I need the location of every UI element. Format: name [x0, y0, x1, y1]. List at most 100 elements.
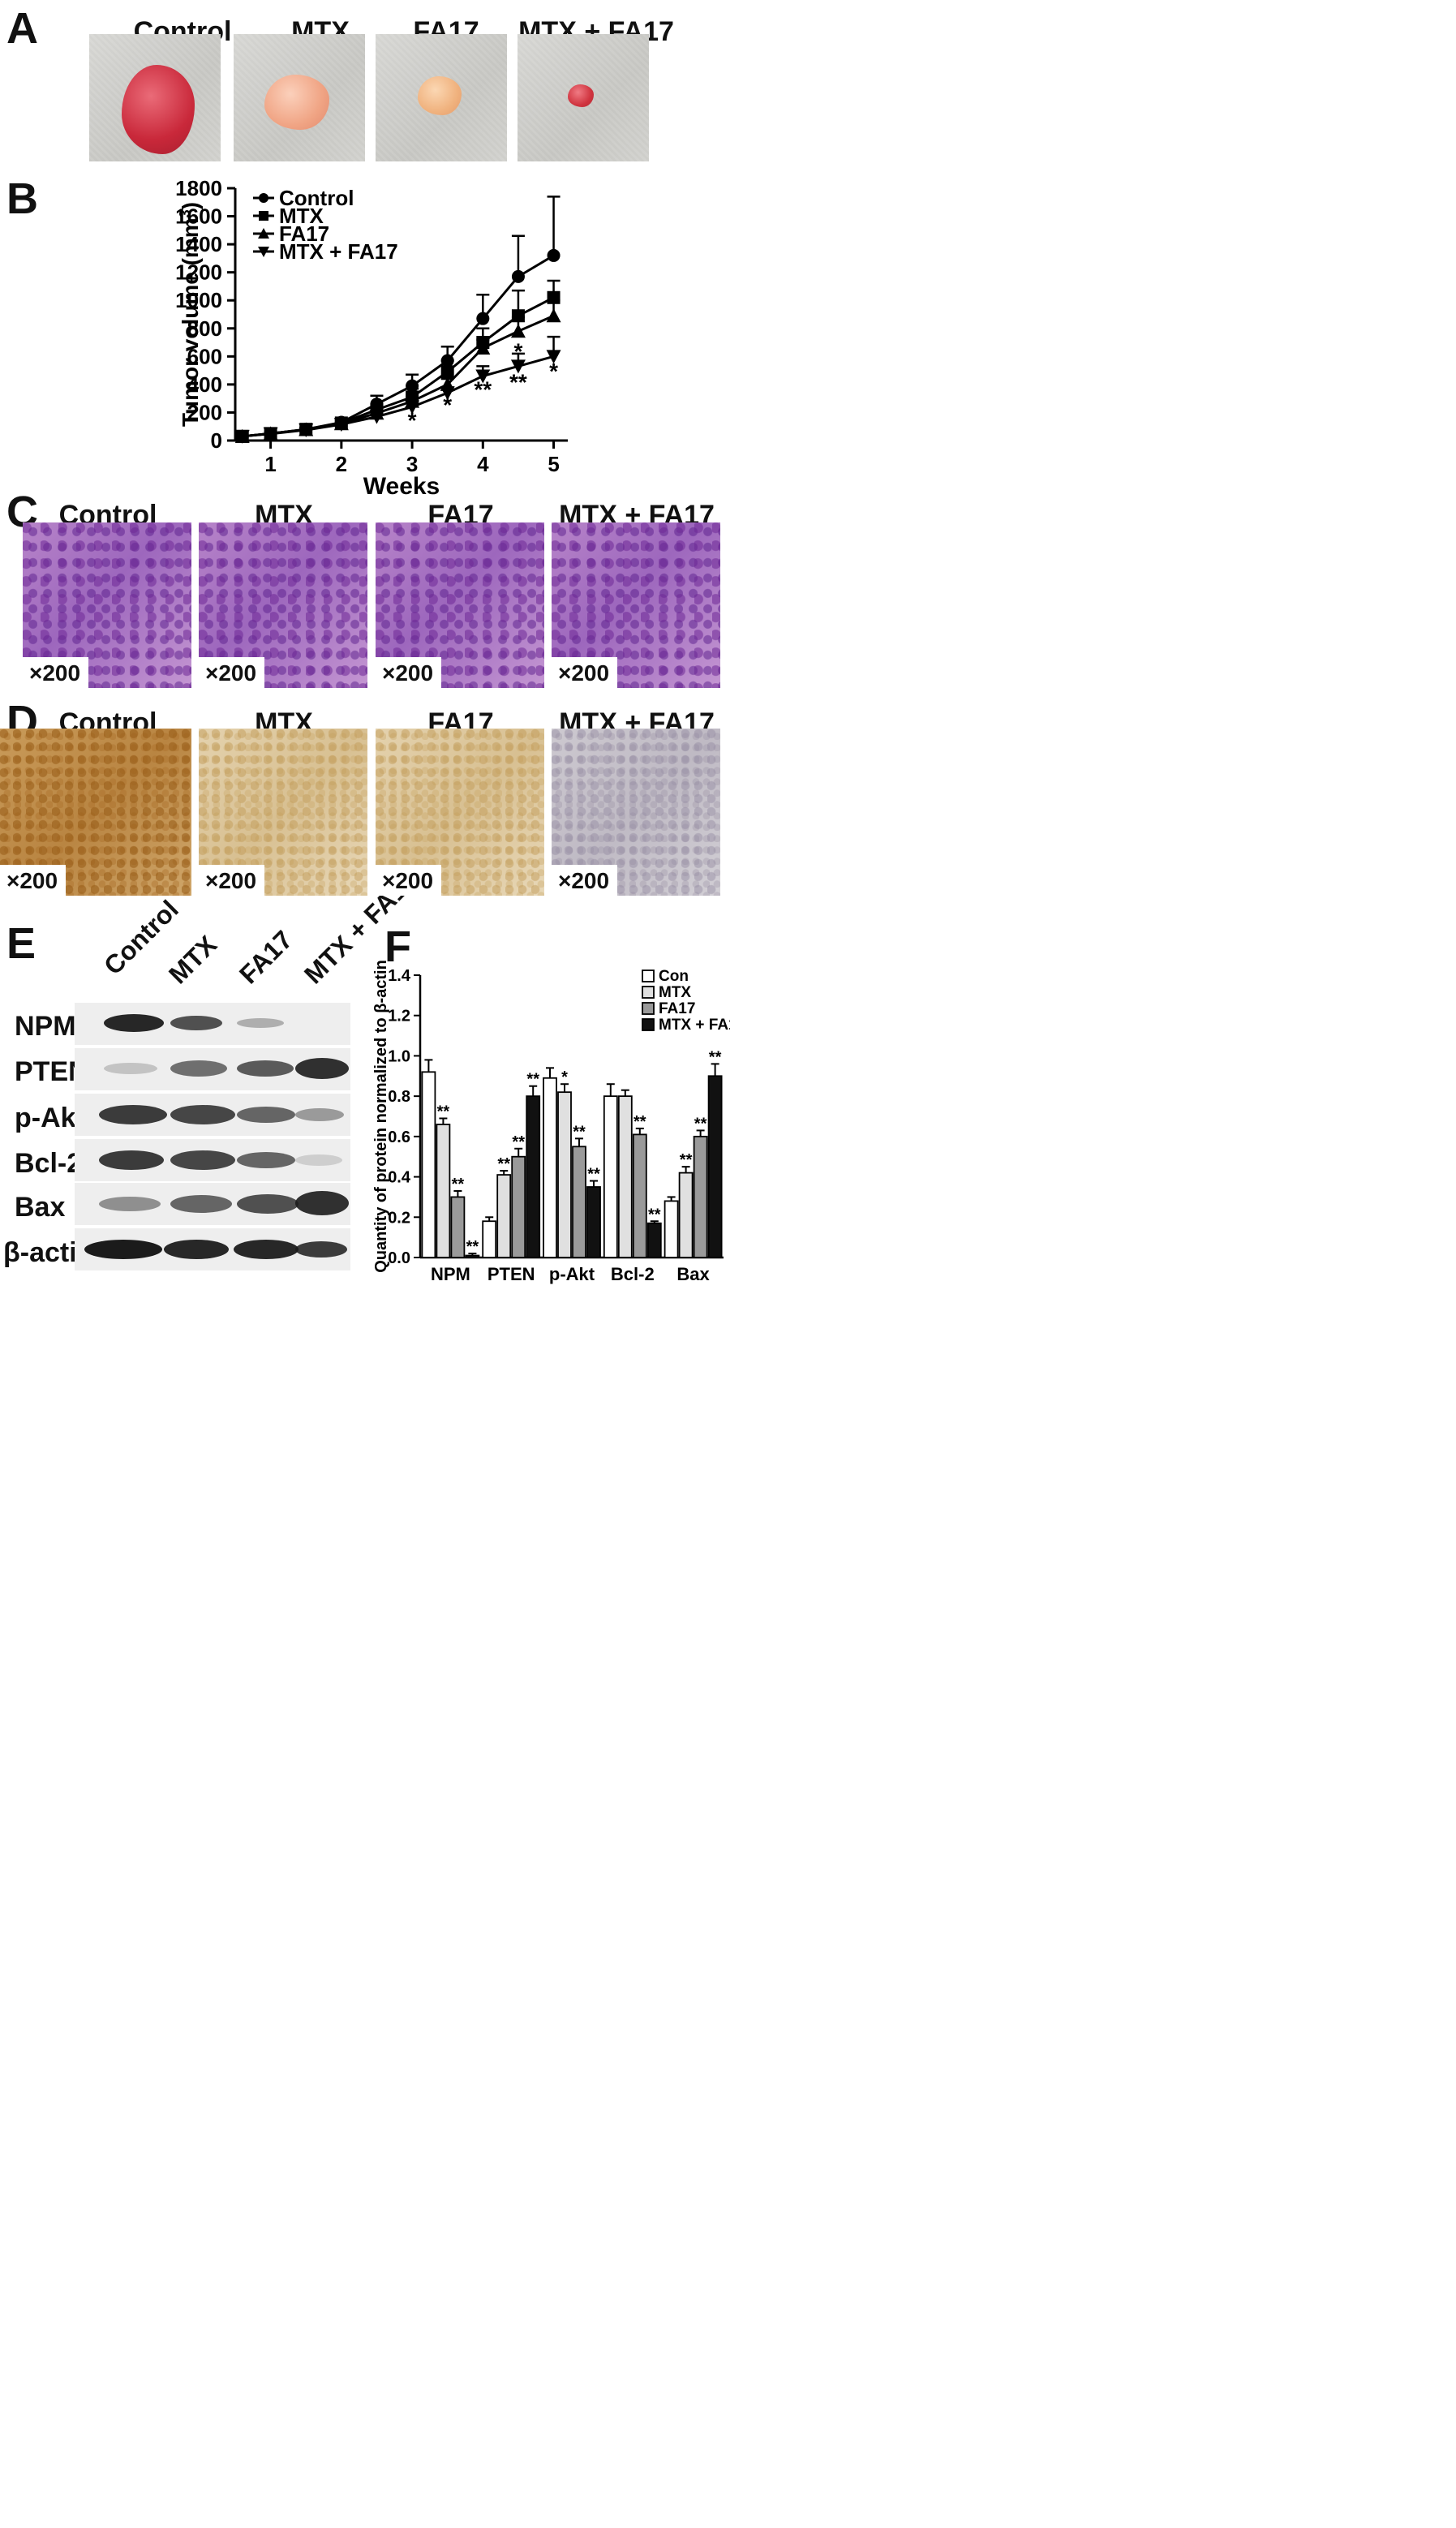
bar-mtx — [557, 1091, 572, 1258]
ihc-image-fa17: ×200 — [376, 729, 544, 896]
significance-marker: * — [513, 339, 522, 364]
legend-swatch-mtx — [642, 986, 655, 999]
band-bax-fa17 — [237, 1194, 299, 1214]
y-axis-title: Quantity of protein normalized to β-acti… — [373, 960, 390, 1273]
data-point — [510, 359, 526, 374]
legend-swatch-con — [642, 969, 655, 982]
band-pten-fa17 — [237, 1060, 294, 1077]
y-tick-label: 1400 — [175, 232, 222, 256]
series-line-control — [242, 254, 555, 438]
bar-mtx — [496, 1174, 512, 1258]
magnification-label: ×200 — [199, 657, 265, 688]
legend-marker-control — [259, 193, 268, 203]
lane-label-mtx: MTX — [162, 930, 223, 990]
legend-label-mtx: MTX — [659, 984, 691, 1001]
band-beta-actin-control — [84, 1240, 162, 1259]
significance-marker: * — [443, 392, 452, 417]
tumor-fa17 — [418, 76, 462, 115]
y-tick-label: 200 — [187, 400, 222, 424]
magnification-label: ×200 — [376, 657, 442, 688]
significance-marker: * — [408, 384, 417, 409]
magnification-label: ×200 — [199, 865, 265, 896]
series-mtx — [235, 279, 560, 443]
data-point — [511, 309, 525, 323]
bar-con — [664, 1200, 679, 1258]
panel-a-letter: A — [6, 4, 38, 53]
legend-marker-mtx-fa17 — [258, 247, 269, 257]
legend-marker-fa17 — [258, 228, 269, 239]
y-tick-label: 1000 — [175, 288, 222, 312]
legend-label-con: Con — [659, 968, 689, 985]
magnification-label: ×200 — [23, 657, 89, 688]
blot-strip-pten — [75, 1048, 350, 1090]
y-tick-label: 0 — [211, 428, 222, 453]
y-tick-label: 1.4 — [388, 967, 411, 985]
band-beta-actin-mtx-fa17 — [295, 1241, 347, 1258]
data-point — [333, 418, 349, 432]
y-tick-label: 800 — [187, 316, 222, 341]
legend-label-mtx-fa17: MTX + FA17 — [659, 1017, 730, 1034]
y-axis-title: Tumor volume (mm3) — [177, 202, 203, 427]
y-tick-label: 1800 — [175, 176, 222, 200]
band-npm-mtx — [170, 1016, 222, 1030]
he-image-mtx: ×200 — [199, 522, 367, 688]
significance-marker: * — [549, 359, 558, 384]
bar-mtx-fa17 — [586, 1186, 601, 1258]
he-image-fa17: ×200 — [376, 522, 544, 688]
tumor-mtx-fa17 — [568, 84, 594, 107]
bar-con — [421, 1071, 436, 1258]
bar-mtx — [617, 1095, 633, 1258]
panel-b-letter: B — [6, 174, 38, 223]
significance-marker: ** — [452, 1176, 465, 1193]
bar-fa17 — [693, 1135, 708, 1258]
significance-marker: ** — [474, 376, 492, 402]
legend-label-control: Control — [279, 186, 354, 210]
data-point — [440, 365, 454, 379]
significance-marker: ** — [573, 1123, 586, 1141]
significance-marker: ** — [512, 1133, 525, 1151]
tumor-photo-mtx — [234, 34, 365, 161]
y-tick-label: 0.4 — [388, 1169, 411, 1187]
y-tick-label: 1200 — [175, 260, 222, 285]
data-point — [547, 248, 560, 262]
data-point — [510, 324, 526, 338]
legend-label-mtx: MTX — [279, 204, 324, 228]
data-point — [475, 369, 491, 384]
x-tick-label: p-Akt — [549, 1264, 595, 1284]
tumor-photo-control — [89, 34, 221, 161]
band-pten-mtx — [170, 1060, 227, 1077]
significance-marker: ** — [509, 370, 527, 395]
bar-mtx — [678, 1172, 694, 1258]
tumor-photo-fa17 — [376, 34, 507, 161]
ihc-image-control: ×200 — [0, 729, 191, 896]
legend-label-fa17: FA17 — [659, 1000, 695, 1017]
y-tick-label: 600 — [187, 344, 222, 368]
band-npm-fa17 — [237, 1018, 284, 1028]
data-point — [440, 386, 455, 401]
ihc-image-mtx-fa17: ×200 — [552, 729, 720, 896]
bar-con — [482, 1220, 497, 1258]
blot-strip-p-akt — [75, 1094, 350, 1136]
series-line-mtx-fa17 — [242, 355, 554, 438]
tumor-control — [122, 65, 195, 154]
bar-mtx — [436, 1124, 451, 1258]
series-mtx-fa17 — [234, 335, 561, 444]
lane-label-fa17: FA17 — [233, 924, 299, 990]
legend-swatch-mtx-fa17 — [642, 1018, 655, 1031]
x-tick-label: 3 — [406, 452, 418, 476]
band-p-akt-control — [99, 1105, 167, 1124]
band-bax-mtx — [170, 1195, 232, 1213]
magnification-label: ×200 — [0, 865, 67, 896]
y-tick-label: 400 — [187, 372, 222, 397]
x-tick-label: 4 — [477, 452, 489, 476]
ihc-image-mtx: ×200 — [199, 729, 367, 896]
y-tick-label: 1.2 — [388, 1008, 410, 1025]
blot-strip-beta-actin — [75, 1228, 350, 1270]
significance-marker: ** — [526, 1071, 539, 1089]
y-tick-label: 0.2 — [388, 1209, 410, 1227]
blot-label-bax: Bax — [15, 1192, 66, 1223]
band-beta-actin-mtx — [164, 1240, 229, 1259]
magnification-label: ×200 — [552, 865, 618, 896]
band-p-akt-mtx — [170, 1105, 235, 1124]
